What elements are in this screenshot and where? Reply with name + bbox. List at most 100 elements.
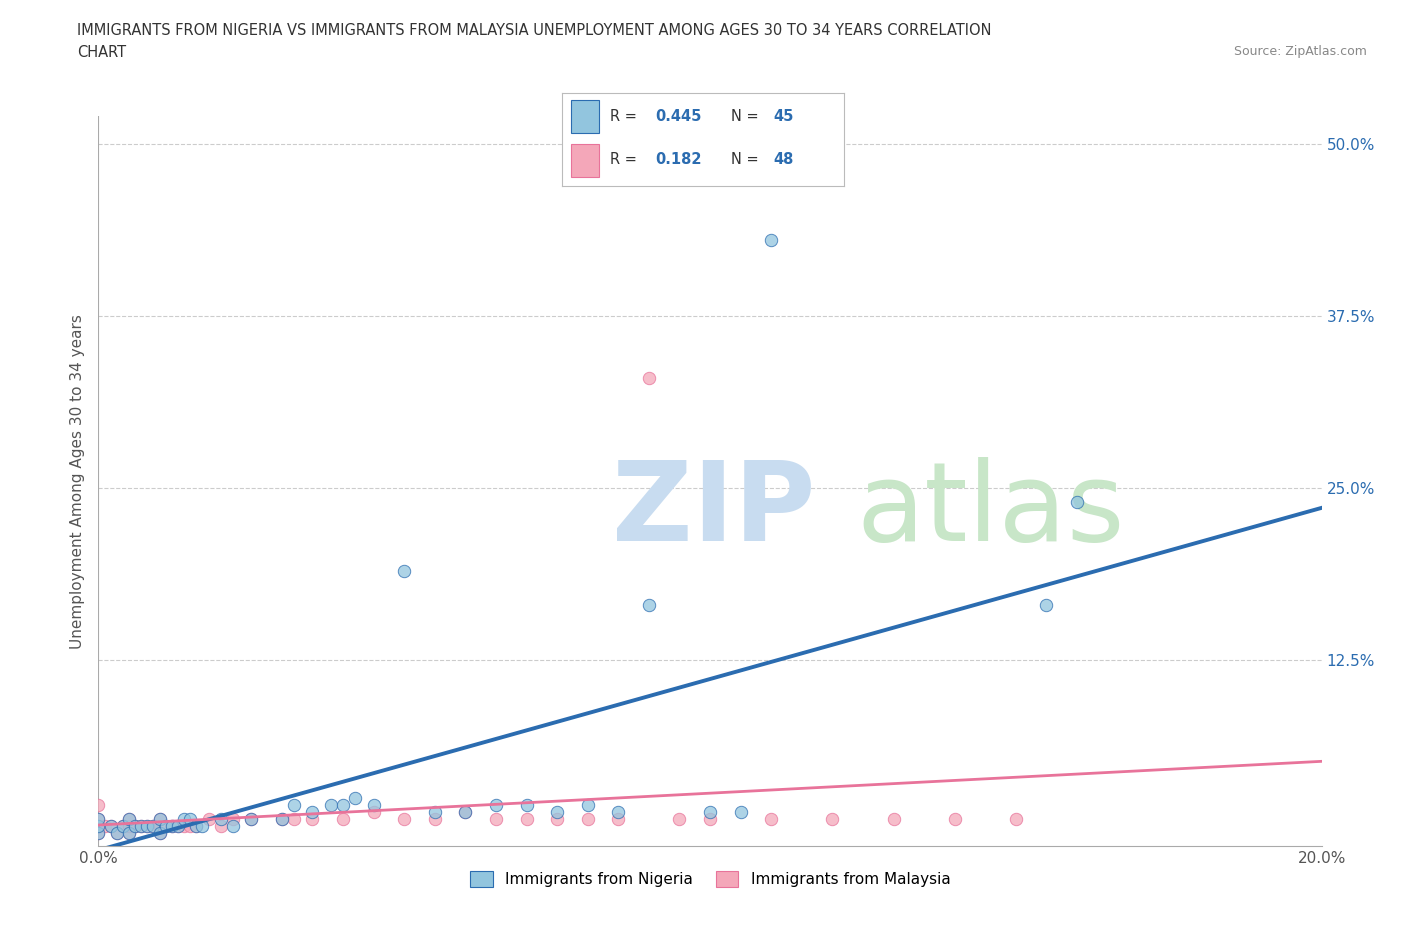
Point: [160, 818, 183, 833]
Point: [485, 811, 508, 826]
Point: [173, 811, 195, 826]
Point: [821, 811, 844, 826]
Text: N =: N =: [731, 109, 763, 124]
Point: [1066, 495, 1088, 510]
Point: [363, 804, 385, 819]
Point: [607, 804, 630, 819]
Point: [516, 798, 538, 813]
Text: R =: R =: [610, 153, 647, 167]
Point: [186, 818, 208, 833]
Point: [423, 804, 446, 819]
FancyBboxPatch shape: [571, 144, 599, 177]
Point: [87, 818, 110, 833]
Point: [454, 804, 477, 819]
Point: [87, 825, 110, 840]
Point: [392, 811, 416, 826]
Point: [149, 811, 172, 826]
Point: [118, 825, 141, 840]
Point: [883, 811, 905, 826]
Point: [87, 825, 110, 840]
Point: [730, 804, 752, 819]
Text: 48: 48: [773, 153, 793, 167]
Point: [149, 811, 172, 826]
Point: [93, 818, 115, 833]
Point: [87, 811, 110, 826]
Text: ZIP: ZIP: [612, 457, 815, 564]
Point: [699, 811, 721, 826]
Text: N =: N =: [731, 153, 763, 167]
Point: [270, 811, 292, 826]
Point: [118, 818, 141, 833]
Point: [167, 818, 190, 833]
Text: CHART: CHART: [77, 45, 127, 60]
Point: [191, 818, 214, 833]
Point: [546, 804, 568, 819]
Point: [118, 811, 141, 826]
Point: [149, 825, 172, 840]
Point: [209, 811, 232, 826]
Point: [283, 811, 305, 826]
Point: [136, 818, 159, 833]
Point: [240, 811, 263, 826]
Point: [124, 818, 146, 833]
Point: [87, 798, 110, 813]
Text: R =: R =: [610, 109, 641, 124]
Point: [155, 818, 177, 833]
Point: [1035, 598, 1057, 613]
Point: [129, 818, 152, 833]
Point: [197, 811, 219, 826]
Point: [129, 818, 152, 833]
Point: [283, 798, 305, 813]
Legend: Immigrants from Nigeria, Immigrants from Malaysia: Immigrants from Nigeria, Immigrants from…: [464, 865, 956, 894]
Point: [222, 818, 245, 833]
Point: [118, 825, 141, 840]
Point: [149, 825, 172, 840]
Point: [111, 818, 134, 833]
Point: [332, 798, 354, 813]
Point: [363, 798, 385, 813]
Point: [160, 818, 183, 833]
Point: [270, 811, 292, 826]
Point: [222, 811, 245, 826]
Text: atlas: atlas: [856, 457, 1125, 564]
Point: [516, 811, 538, 826]
Point: [105, 825, 128, 840]
Point: [111, 818, 134, 833]
Y-axis label: Unemployment Among Ages 30 to 34 years: Unemployment Among Ages 30 to 34 years: [69, 313, 84, 649]
Point: [759, 232, 782, 247]
Point: [124, 818, 146, 833]
Point: [607, 811, 630, 826]
Point: [87, 811, 110, 826]
Point: [423, 811, 446, 826]
Point: [1004, 811, 1026, 826]
Point: [392, 564, 416, 578]
Point: [699, 804, 721, 819]
Point: [240, 811, 263, 826]
Point: [136, 818, 159, 833]
Text: 45: 45: [773, 109, 793, 124]
Point: [173, 818, 195, 833]
Point: [943, 811, 966, 826]
Point: [576, 811, 599, 826]
Point: [142, 818, 165, 833]
Point: [319, 798, 342, 813]
Point: [167, 818, 190, 833]
Point: [332, 811, 354, 826]
Point: [301, 811, 323, 826]
Point: [118, 811, 141, 826]
Point: [100, 818, 122, 833]
Point: [344, 790, 367, 805]
Text: Source: ZipAtlas.com: Source: ZipAtlas.com: [1233, 45, 1367, 58]
Point: [149, 818, 172, 833]
Point: [546, 811, 568, 826]
Point: [454, 804, 477, 819]
FancyBboxPatch shape: [571, 100, 599, 133]
Point: [485, 798, 508, 813]
Point: [179, 818, 201, 833]
Point: [637, 598, 661, 613]
Point: [301, 804, 323, 819]
Text: 0.445: 0.445: [655, 109, 702, 124]
Point: [759, 811, 782, 826]
Point: [576, 798, 599, 813]
Point: [105, 825, 128, 840]
